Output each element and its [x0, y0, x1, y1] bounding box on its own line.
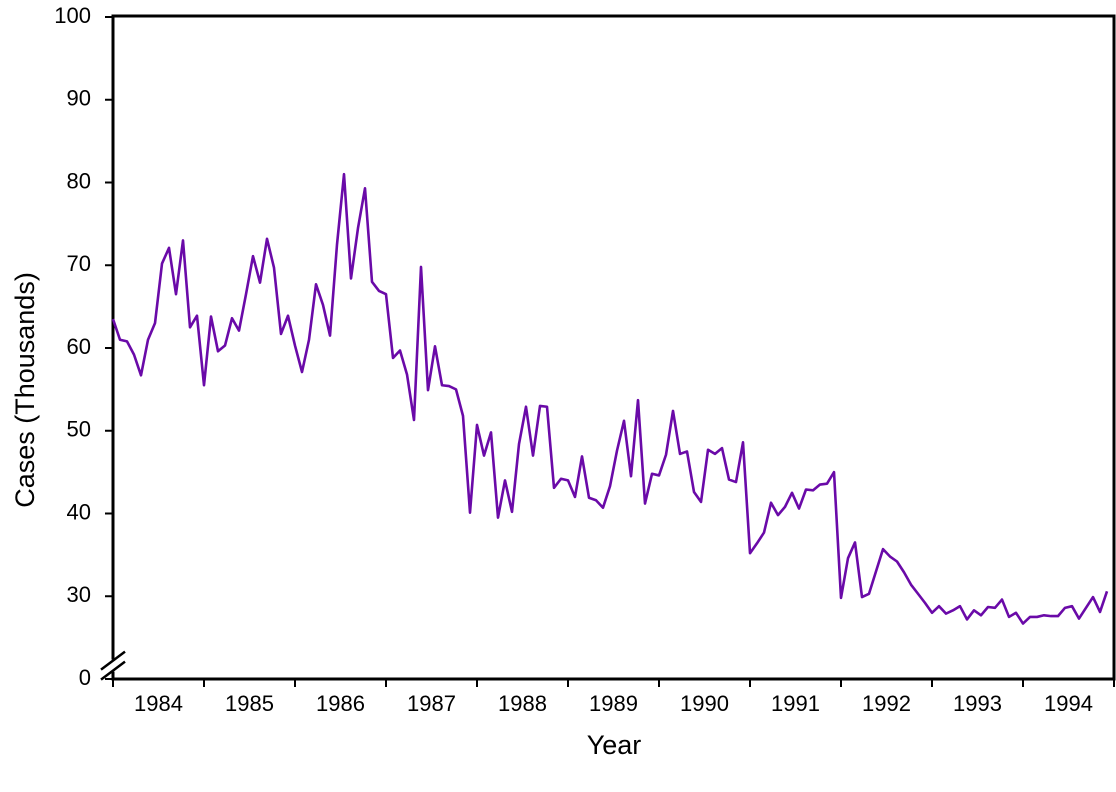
y-tick-label: 60 [67, 334, 91, 359]
x-tick-label: 1985 [225, 691, 274, 716]
x-tick-label: 1990 [680, 691, 729, 716]
x-tick-label: 1984 [134, 691, 183, 716]
x-tick-label: 1986 [316, 691, 365, 716]
y-tick-label: 50 [67, 417, 91, 442]
y-tick-label: 70 [67, 251, 91, 276]
x-tick-label: 1993 [953, 691, 1002, 716]
x-tick-label: 1988 [498, 691, 547, 716]
plot-frame [111, 14, 1116, 681]
y-tick-label: 40 [67, 499, 91, 524]
data-line [111, 172, 1109, 625]
axis-break [100, 660, 126, 681]
x-tick-label: 1989 [589, 691, 638, 716]
x-tick-label: 1992 [862, 691, 911, 716]
y-tick-label: 100 [54, 3, 91, 28]
axis-break [100, 650, 126, 671]
y-tick-label: 90 [67, 86, 91, 111]
x-tick-label: 1994 [1044, 691, 1093, 716]
y-tick-label: 30 [67, 582, 91, 607]
y-tick-label: 80 [67, 168, 91, 193]
x-tick-label: 1987 [407, 691, 456, 716]
y-tick-label: 0 [79, 665, 91, 690]
y-axis-title: Cases (Thousands) [10, 272, 40, 508]
x-tick-label: 1991 [771, 691, 820, 716]
x-axis-title: Year [587, 730, 642, 760]
